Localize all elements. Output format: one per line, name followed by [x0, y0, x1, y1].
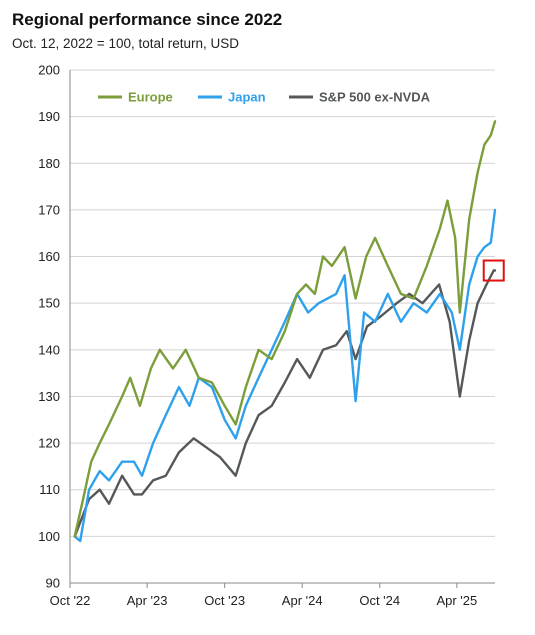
y-tick-label: 110: [39, 482, 60, 497]
x-tick-label: Apr '23: [127, 593, 168, 608]
series-line-europe: [73, 120, 497, 538]
y-tick-label: 90: [46, 576, 60, 591]
series-lines: [73, 120, 497, 543]
y-tick-label: 150: [38, 296, 60, 311]
gridlines: [70, 69, 495, 537]
y-tick-label: 100: [38, 529, 60, 544]
y-tick-label: 170: [38, 202, 60, 217]
y-tick-label: 200: [38, 63, 60, 78]
x-tick-label: Apr '24: [282, 593, 323, 608]
highlight-box: [482, 259, 505, 282]
highlight-box-layer: [482, 259, 505, 282]
legend-label: S&P 500 ex-NVDA: [319, 90, 431, 105]
y-tick-label: 130: [38, 389, 60, 404]
legend: Europe Japan S&P 500 ex-NVDA: [98, 90, 431, 105]
series-line-s-p-500-ex-nvda: [73, 269, 497, 538]
legend-label: Europe: [128, 90, 173, 105]
chart-subtitle: Oct. 12, 2022 = 100, total return, USD: [12, 36, 240, 51]
y-tick-labels: 90 100 110 120 130 140 150 160 170 180 190 200: [38, 63, 60, 591]
x-tick-label: Oct '22: [50, 593, 91, 608]
axes: [69, 70, 495, 588]
x-tick-labels: Oct '22 Apr '23 Oct '23 Apr '24 Oct '24 Apr '…: [50, 593, 478, 608]
y-tick-label: 140: [38, 342, 60, 357]
x-tick-label: Apr '25: [436, 593, 477, 608]
chart-title: Regional performance since 2022: [12, 10, 283, 29]
series-line-japan: [73, 208, 497, 543]
y-tick-label: 160: [38, 249, 60, 264]
x-tick-label: Oct '23: [204, 593, 245, 608]
y-tick-label: 190: [38, 109, 60, 124]
legend-label: Japan: [228, 90, 266, 105]
y-tick-label: 180: [38, 156, 60, 171]
x-tick-label: Oct '24: [359, 593, 400, 608]
y-tick-label: 120: [38, 436, 60, 451]
